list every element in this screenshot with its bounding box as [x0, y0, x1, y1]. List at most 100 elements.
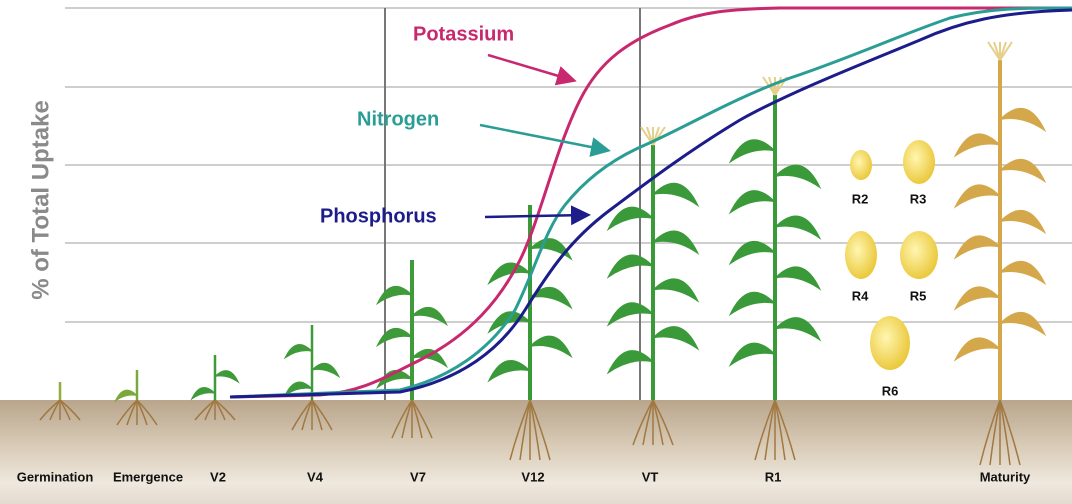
leaf: [529, 335, 573, 359]
stage-label: Maturity: [980, 469, 1031, 484]
leaf: [606, 350, 654, 375]
root: [301, 399, 313, 431]
leaf: [953, 235, 1001, 260]
stage-label: V12: [521, 469, 544, 484]
curve-label: Phosphorus: [320, 205, 437, 227]
leaf: [774, 215, 822, 240]
leaf: [774, 266, 822, 291]
leaf: [728, 240, 776, 266]
leaf: [190, 386, 216, 401]
kernel-stage-label: R3: [910, 191, 927, 206]
kernels: R2 R3 R4 R5 R6: [845, 140, 938, 398]
root: [401, 399, 413, 439]
leaf: [953, 286, 1001, 311]
plants: [39, 41, 1047, 466]
leaf: [652, 182, 700, 208]
leaf: [606, 254, 654, 279]
arrow: [479, 123, 611, 157]
root: [774, 399, 786, 461]
stage-label: V4: [307, 469, 324, 484]
root: [999, 399, 1021, 466]
leaf: [728, 190, 776, 215]
stage-label: VT: [642, 469, 659, 484]
kernel: [845, 231, 877, 279]
leaf: [652, 278, 700, 303]
leaf: [114, 389, 138, 403]
root: [652, 399, 674, 446]
y-axis-label: % of Total Uptake: [27, 100, 54, 300]
kernel-stage-label: R4: [852, 288, 869, 303]
root: [391, 399, 413, 439]
leaf: [999, 209, 1047, 235]
kernel-stage-label: R6: [882, 383, 899, 398]
root: [49, 399, 61, 421]
leaf: [774, 164, 822, 190]
arrow: [484, 205, 591, 226]
root: [136, 399, 158, 426]
leaf: [774, 317, 822, 342]
root: [411, 399, 433, 439]
root: [529, 399, 551, 461]
leaf: [529, 238, 573, 261]
kernel: [900, 231, 938, 279]
leaf: [728, 139, 776, 164]
root: [509, 399, 531, 461]
curves: [229, 6, 1072, 399]
curve-label: Potassium: [413, 23, 514, 45]
root: [999, 399, 1011, 466]
kernel: [870, 316, 910, 370]
root: [529, 399, 541, 461]
kernel-stage-label: R2: [852, 191, 869, 206]
stage-label: V7: [410, 469, 426, 484]
leaf: [214, 370, 240, 384]
potassium-curve: [229, 6, 1072, 399]
root: [194, 399, 216, 421]
leaf: [606, 206, 654, 232]
root: [979, 399, 1001, 466]
leaf: [411, 348, 449, 369]
root: [116, 399, 138, 426]
root: [59, 399, 81, 421]
kernel: [850, 150, 872, 180]
leaf: [411, 306, 449, 327]
stage-label: R1: [765, 469, 782, 484]
leaf: [283, 344, 313, 360]
leaf: [999, 107, 1047, 133]
leaf: [375, 327, 413, 348]
phosphorus-curve: [229, 8, 1072, 399]
stage-label: V2: [210, 469, 226, 484]
leaf: [311, 362, 341, 379]
leaf: [728, 291, 776, 317]
arrow: [487, 53, 577, 86]
root: [411, 399, 423, 439]
kernel: [903, 140, 935, 184]
leaf: [487, 360, 531, 383]
leaf: [953, 184, 1001, 209]
root: [652, 399, 664, 446]
root: [519, 399, 531, 461]
root: [126, 399, 138, 426]
root: [311, 399, 323, 431]
leaf: [375, 285, 413, 306]
nitrogen-curve: [229, 6, 1072, 399]
leaf: [652, 230, 700, 255]
root: [754, 399, 776, 461]
leaf: [606, 302, 654, 327]
leaf: [953, 133, 1001, 158]
leaf: [999, 260, 1047, 286]
stage-label: Emergence: [113, 469, 183, 484]
tassel: [999, 41, 1013, 61]
leaf: [999, 158, 1047, 184]
kernel-stage-label: R5: [910, 288, 927, 303]
leaf: [529, 286, 573, 310]
root: [642, 399, 654, 446]
stage-label: Germination: [17, 469, 94, 484]
curve-label: Nitrogen: [357, 108, 439, 130]
root: [214, 399, 236, 421]
root: [632, 399, 654, 446]
root: [291, 399, 313, 431]
leaf: [652, 326, 700, 351]
leaf: [953, 337, 1001, 362]
root: [774, 399, 796, 461]
